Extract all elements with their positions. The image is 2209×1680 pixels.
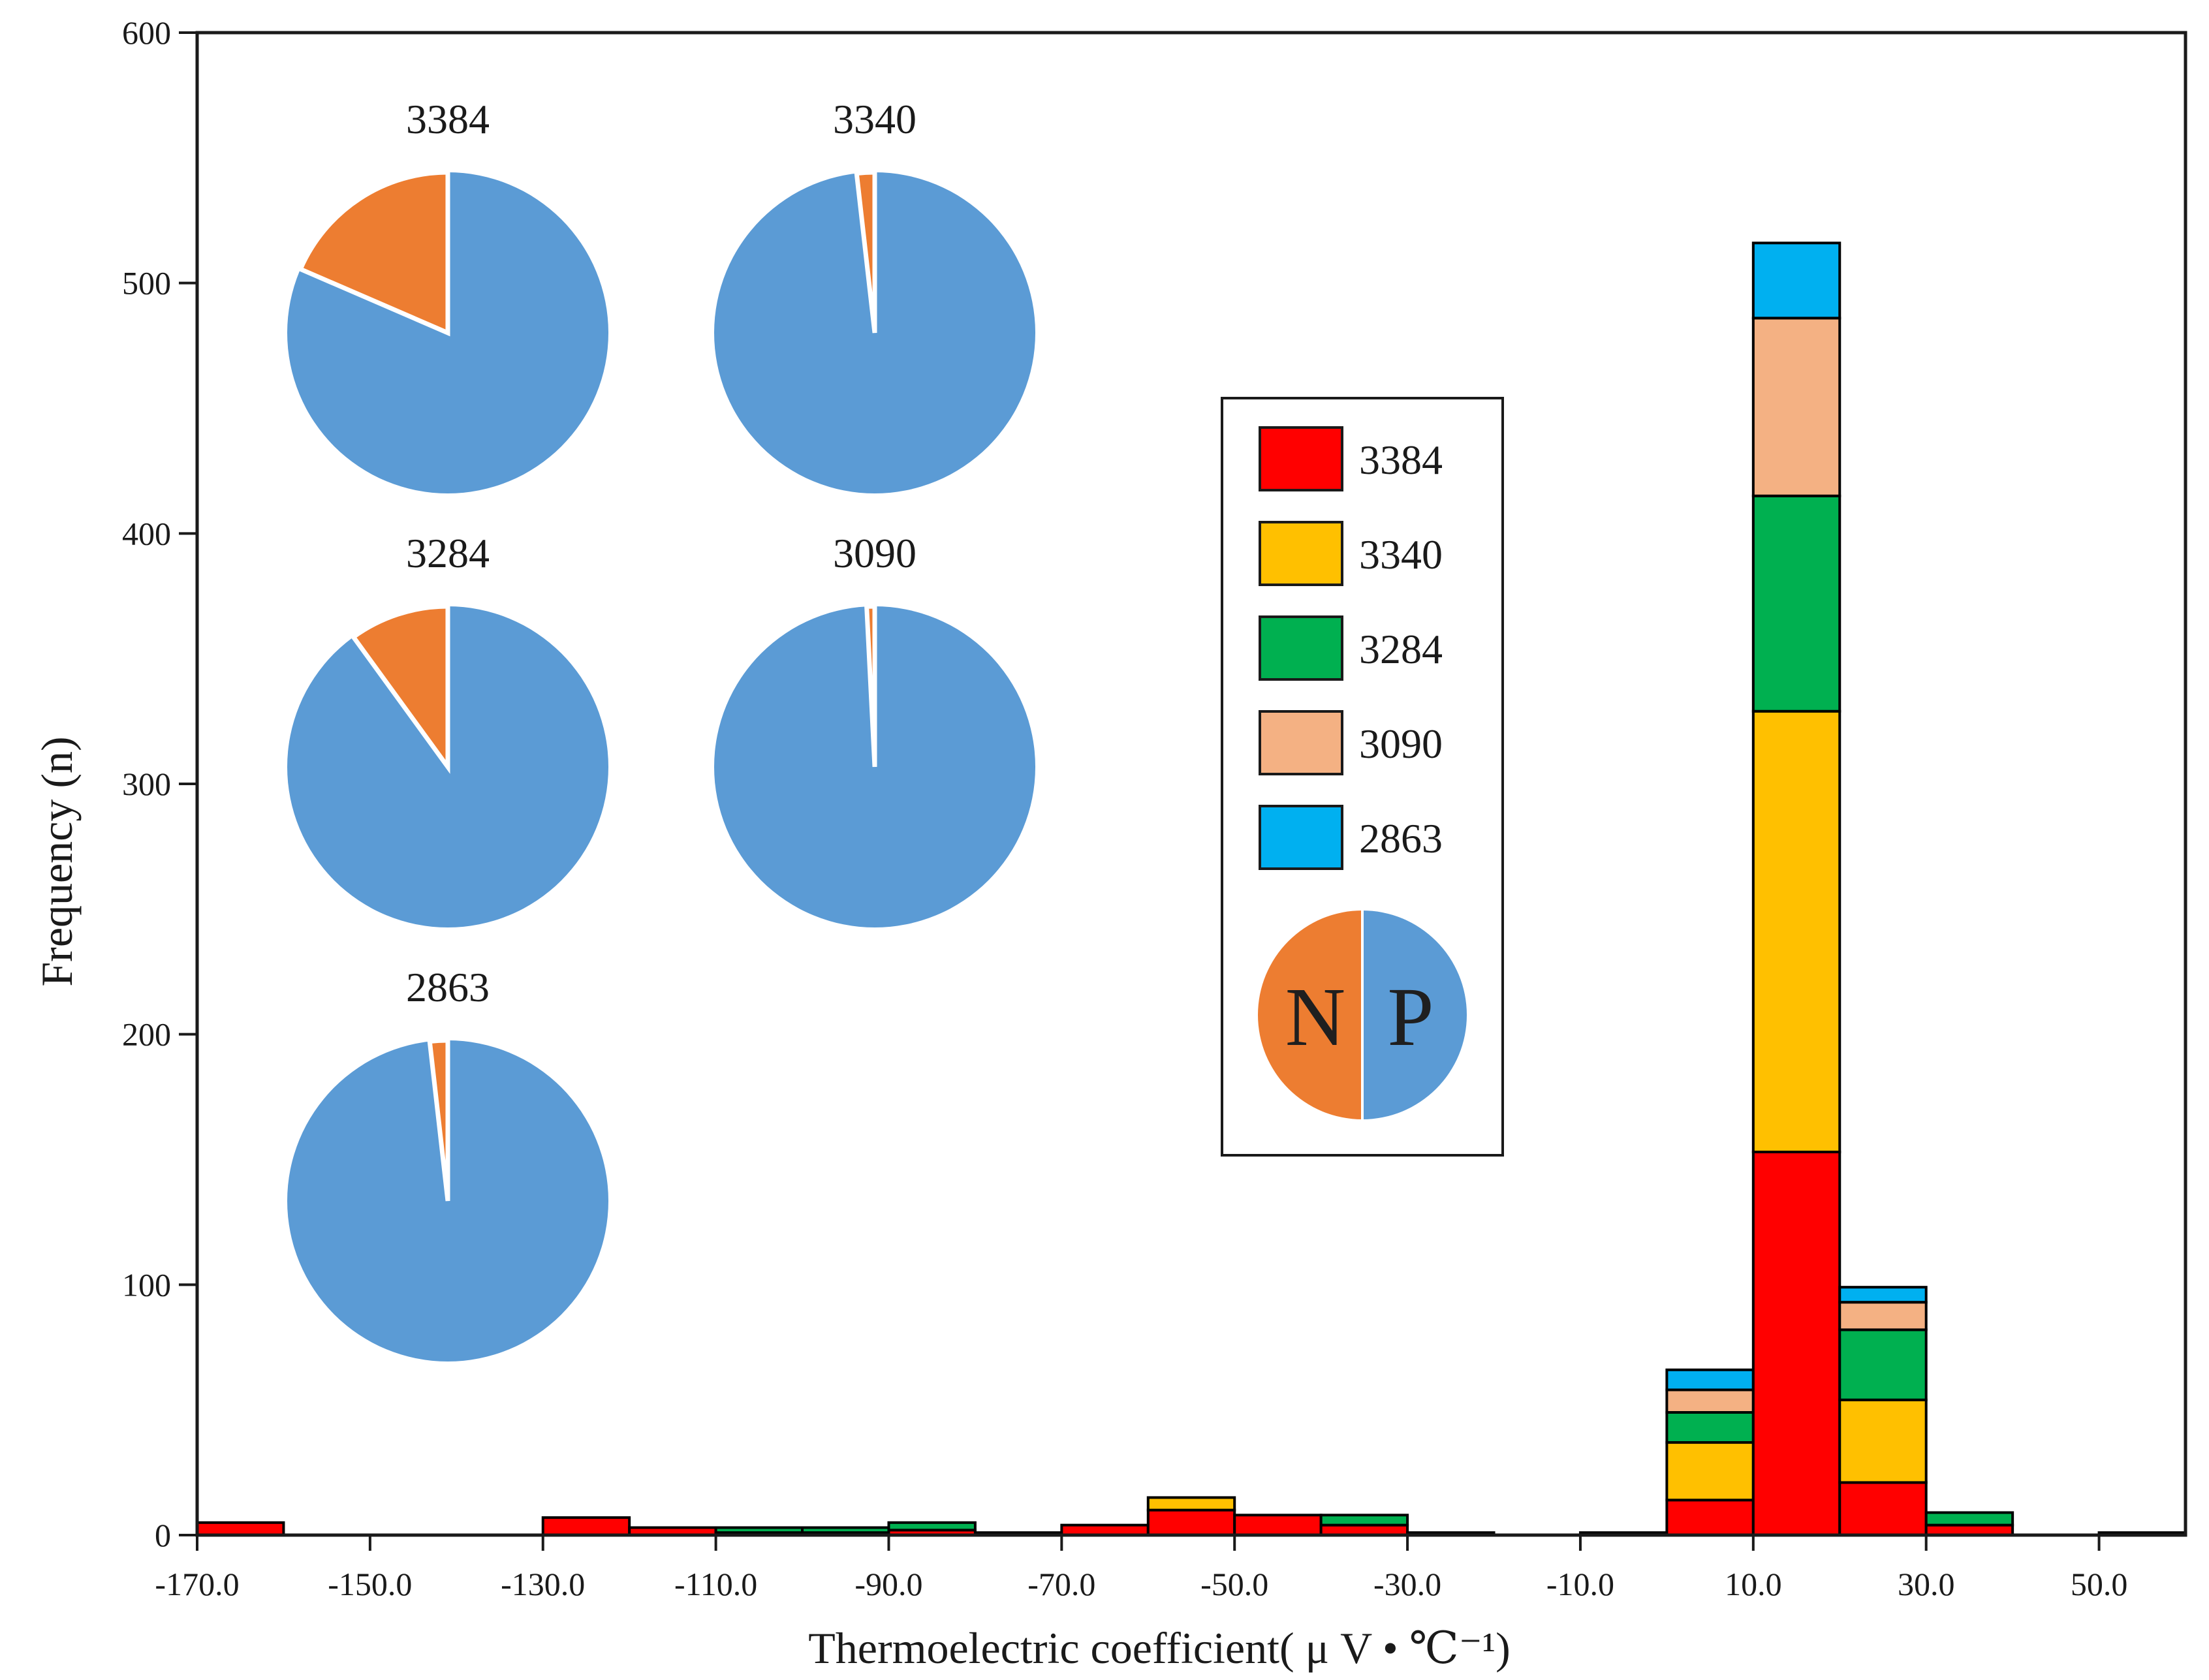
bar-segment-3384-bin-10 [1751, 1150, 1841, 1536]
bar-segment-2863-bin-20 [1838, 1286, 1928, 1304]
y-tick-label: 300 [122, 766, 171, 802]
bar-segment-3090-bin-10 [1751, 317, 1841, 497]
bar-segment-3384-bin--170 [196, 1521, 285, 1536]
legend-pie-N [1258, 910, 1362, 1119]
x-axis-title: Thermoelectric coefficient( μ V • ℃⁻¹) [808, 1623, 1511, 1673]
legend-swatch-3340 [1259, 521, 1343, 586]
legend-swatch-2863 [1259, 805, 1343, 870]
legend-label-3284: 3284 [1359, 626, 1443, 672]
bar-segment-3384-bin-20 [1838, 1481, 1928, 1536]
legend-pie-N-label: N [1285, 971, 1345, 1063]
pie-title: 2863 [406, 964, 490, 1010]
pie-chart-3284: 3284 [287, 530, 608, 927]
bar-segment-2863-bin-10 [1751, 241, 1841, 320]
bar-segment-3284-bin-10 [1751, 494, 1841, 713]
bar-segment-3284-bin--110 [714, 1526, 804, 1534]
x-tick-label: -150.0 [328, 1566, 412, 1602]
legend-pie-P-label: P [1387, 971, 1434, 1063]
bar-segment-3340-bin-20 [1838, 1398, 1928, 1484]
y-tick-label: 600 [122, 14, 171, 51]
bar-segment-2863-bin-0 [1665, 1368, 1755, 1392]
y-axis-title: Frequency (n) [32, 736, 82, 986]
pie-chart-2863: 2863 [287, 964, 608, 1361]
x-tick-label: -10.0 [1546, 1566, 1614, 1602]
legend-label-2863: 2863 [1359, 815, 1443, 862]
bar-segment-3340-bin-0 [1665, 1441, 1755, 1502]
bar-segment-3284-bin--90 [887, 1521, 977, 1532]
pie-chart-3340: 3340 [714, 96, 1035, 493]
pie-slice-N [864, 604, 877, 768]
bar-segment-3090-bin-0 [1665, 1388, 1755, 1414]
x-tick-label: 30.0 [1898, 1566, 1955, 1602]
x-tick-label: -170.0 [155, 1566, 239, 1602]
pie-chart-3090: 3090 [714, 530, 1035, 927]
x-tick-label: -50.0 [1200, 1566, 1268, 1602]
pie-slice-N [854, 170, 877, 334]
pie-charts: 3384 3340 3284 3090 2863 [287, 96, 1035, 1361]
x-axis-ticks: -170.0 -150.0 -130.0 -110.0 -90.0 -70.0 -50.0 -… [155, 1535, 2127, 1602]
pie-title: 3340 [833, 96, 916, 142]
legend-label-3384: 3384 [1359, 437, 1443, 483]
y-axis-ticks: 0 100 200 300 400 500 600 [122, 14, 197, 1553]
bar-segment-3090-bin-20 [1838, 1301, 1928, 1331]
legend-pie-P [1362, 910, 1467, 1119]
bar-segment-3284-bin-0 [1665, 1411, 1755, 1444]
bar-segment-3340-bin-10 [1751, 709, 1841, 1153]
x-tick-label: -30.0 [1373, 1566, 1441, 1602]
bar-segment-3284-bin-20 [1838, 1328, 1928, 1401]
legend-swatch-3090 [1259, 710, 1343, 775]
x-tick-label: 50.0 [2071, 1566, 2128, 1602]
y-tick-label: 100 [122, 1266, 171, 1303]
bar-segment-3384-bin--50 [1233, 1514, 1323, 1536]
y-tick-label: 500 [122, 265, 171, 302]
pie-title: 3284 [406, 530, 490, 576]
legend-label-3340: 3340 [1359, 531, 1443, 578]
legend: 3384 3340 3284 3090 2863 N P [1221, 397, 1504, 1157]
pie-slice-N [297, 170, 450, 337]
pie-title: 3384 [406, 96, 490, 142]
legend-label-3090: 3090 [1359, 721, 1443, 767]
y-tick-label: 400 [122, 515, 171, 552]
bar-segment-3284-bin-30 [1924, 1511, 2014, 1527]
x-tick-label: 10.0 [1725, 1566, 1782, 1602]
x-tick-label: -90.0 [854, 1566, 922, 1602]
legend-swatch-3284 [1259, 615, 1343, 681]
bar-segment-3384-bin--60 [1146, 1508, 1236, 1536]
bar-segment-3284-bin--40 [1319, 1514, 1409, 1527]
bar-segment-3284-bin--100 [801, 1526, 890, 1534]
x-tick-label: -110.0 [674, 1566, 757, 1602]
x-tick-label: -130.0 [501, 1566, 585, 1602]
bar-segment-3384-bin-0 [1665, 1499, 1755, 1536]
y-tick-label: 0 [155, 1517, 171, 1553]
pie-title: 3090 [833, 530, 916, 576]
pie-chart-3384: 3384 [287, 96, 608, 493]
legend-swatch-3384 [1259, 426, 1343, 491]
y-tick-label: 200 [122, 1016, 171, 1053]
x-tick-label: -70.0 [1027, 1566, 1095, 1602]
bar-segment-3384-bin--130 [541, 1516, 631, 1536]
pie-slice-N [350, 604, 450, 774]
pie-slice-N [427, 1038, 450, 1202]
bar-segment-3340-bin--60 [1146, 1496, 1236, 1512]
